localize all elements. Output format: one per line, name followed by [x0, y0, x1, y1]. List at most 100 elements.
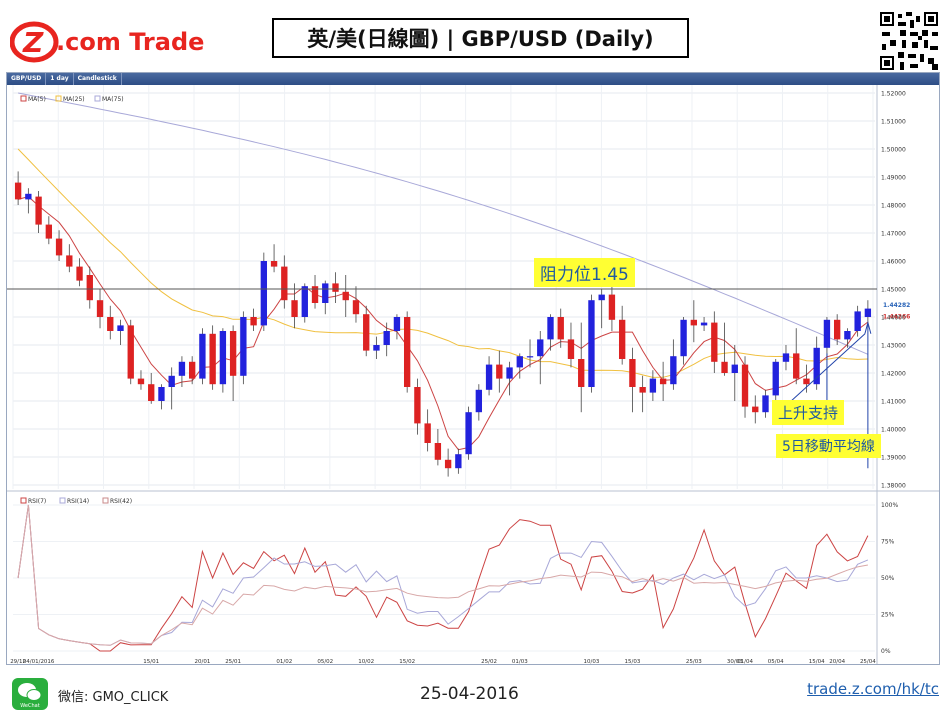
candle-body [803, 378, 810, 385]
y-tick-label: 1.40000 [881, 427, 906, 434]
candle-body [168, 375, 175, 387]
candle [496, 350, 503, 393]
ma5-arrow-head [864, 320, 872, 334]
wechat-icon[interactable]: WeChat [12, 678, 48, 710]
candle [526, 339, 534, 368]
candle [455, 448, 462, 474]
candle-body [434, 443, 442, 460]
candle [209, 325, 216, 390]
candle-body [496, 364, 503, 379]
ma-legend-swatch [20, 95, 27, 102]
candle [741, 356, 749, 418]
wechat-icon-label: WeChat [20, 703, 39, 709]
candle-body [373, 345, 380, 351]
y-tick-label: 1.52000 [881, 91, 906, 98]
candle-body [772, 361, 779, 396]
candle-body [854, 311, 861, 331]
candle [14, 171, 22, 205]
candle-body [107, 317, 114, 331]
candle-body [465, 412, 472, 455]
candle-body [86, 275, 93, 301]
x-tick-label: 05/02 [317, 659, 333, 664]
candle [690, 300, 698, 343]
candle-body [506, 367, 513, 379]
candle-body [45, 224, 53, 239]
candle [711, 311, 718, 373]
candle [782, 345, 790, 371]
candle [178, 356, 186, 387]
y-tick-label: 1.50000 [881, 147, 906, 154]
last-high-label: 1.44282 [883, 302, 910, 309]
candle-body [752, 406, 759, 413]
x-tick-label: 29/12 [10, 659, 26, 664]
candle [322, 280, 329, 315]
rsi-tick-label: 0% [881, 648, 891, 655]
rsi-lines [17, 504, 869, 652]
candle [547, 314, 554, 351]
candle-body [127, 325, 134, 379]
candle [66, 244, 73, 273]
candle [403, 311, 411, 393]
y-tick-label: 1.38000 [881, 483, 906, 490]
candle-body [137, 378, 145, 385]
candle-body [618, 319, 626, 359]
candle [793, 328, 800, 385]
candle [158, 384, 165, 410]
candle [363, 305, 370, 357]
candle [772, 359, 779, 401]
symbol-tab[interactable]: GBP/USD [7, 73, 47, 85]
candle [803, 364, 810, 393]
rsi-grid: 100% 75% 50% 25% 0% [7, 490, 939, 655]
chart-type-tab[interactable]: Candlestick [74, 73, 122, 85]
candle-body [455, 454, 462, 469]
candle [107, 305, 114, 340]
website-link[interactable]: trade.z.com/hk/tc [807, 680, 939, 698]
candle [76, 258, 83, 287]
candle-body [844, 331, 851, 340]
candle-body [424, 423, 431, 443]
y-axis-ticks: 1.52000 1.51000 1.50000 1.49000 1.48000 1.470… [881, 91, 906, 490]
candle-body [793, 353, 800, 379]
logo-brand-name: .com Trade [56, 28, 204, 56]
candle [444, 448, 452, 477]
candle [281, 255, 288, 309]
candle [55, 230, 63, 261]
x-tick-label: 25/03 [686, 659, 702, 664]
candle-body [700, 322, 708, 326]
candle [117, 319, 124, 345]
x-tick-label: 01/04 [737, 659, 753, 664]
rsi-legend-swatch [102, 497, 109, 504]
interval-tab[interactable]: 1 day [46, 73, 74, 85]
y-tick-label: 1.41000 [881, 399, 906, 406]
candle [311, 275, 319, 309]
candle-body [96, 300, 104, 317]
candle-body [721, 361, 728, 373]
x-tick-label: 25/01 [225, 659, 241, 664]
candle [670, 339, 677, 390]
candle-body [516, 356, 523, 368]
candle-body [352, 300, 360, 315]
candle [629, 347, 636, 413]
candle [608, 286, 616, 331]
candle [567, 322, 575, 368]
candle [240, 311, 247, 385]
x-tick-label: 10/03 [584, 659, 600, 664]
candle [516, 353, 523, 379]
support-callout: 上升支持 [772, 400, 845, 425]
candle-body [588, 300, 595, 387]
x-tick-label: 25/04 [860, 659, 876, 664]
rsi-tick-label: 25% [881, 612, 895, 619]
candle-body [209, 333, 216, 385]
candle [475, 384, 483, 421]
candle-body [342, 291, 349, 301]
resistance-callout: 阻力位1.45 [534, 258, 635, 287]
x-tick-label: 15/01 [143, 659, 159, 664]
candle-body [690, 319, 698, 326]
candle [188, 356, 196, 385]
ma25-line [17, 148, 868, 378]
candle [96, 289, 104, 329]
candle-body [444, 459, 452, 469]
x-tick-label: 01/03 [512, 659, 528, 664]
candle-body [741, 364, 749, 407]
candle [537, 331, 544, 385]
